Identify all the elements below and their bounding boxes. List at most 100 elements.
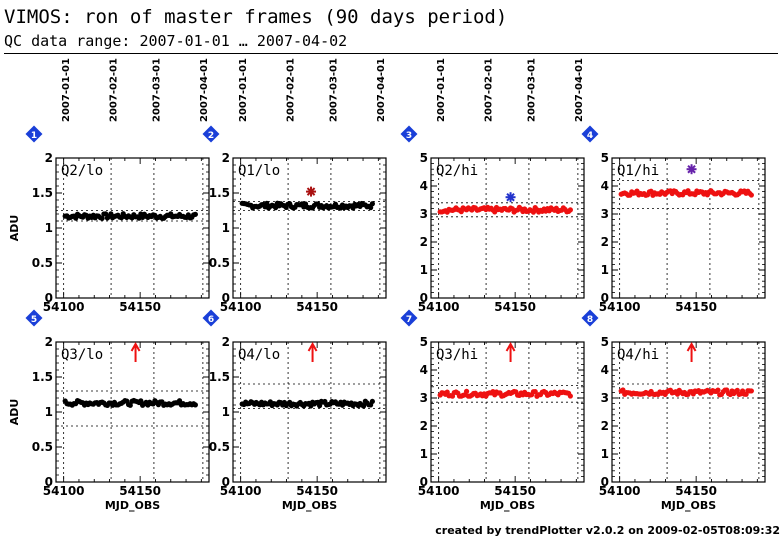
credit-line: created by trendPlotter v2.0.2 on 2009-0…	[435, 524, 780, 537]
plot-frame	[55, 341, 210, 483]
quadrant-label: Q1/lo	[238, 163, 280, 179]
y-tick-label: 5	[601, 151, 609, 165]
panel-3: 0 1 2 3 4 5 54100 54150 2007-01-01 2007-02-01 2007…	[400, 58, 585, 314]
plot-frame	[611, 157, 766, 299]
date-tick-label: 2007-04-01	[199, 58, 210, 122]
y-tick-label: 1	[45, 405, 53, 419]
y-tick-label: 0	[222, 291, 230, 305]
quadrant-label: Q4/hi	[617, 347, 659, 363]
y-tick-label: 0	[601, 475, 609, 489]
data-point	[176, 398, 183, 404]
data-point	[368, 205, 374, 211]
panel-number: 1	[31, 131, 37, 141]
date-tick-label: 2007-01-01	[436, 58, 447, 122]
data-point	[748, 192, 754, 198]
y-tick-label: 2	[420, 419, 428, 433]
panel-number: 7	[406, 315, 412, 325]
y-tick-label: 5	[420, 151, 428, 165]
panel-number: 8	[587, 315, 593, 325]
data-point	[532, 388, 538, 395]
x-tick-label: 54150	[494, 300, 536, 314]
plot-frame	[430, 341, 585, 483]
y-tick-label: 5	[420, 335, 428, 349]
y-tick-label: 2	[420, 235, 428, 249]
y-tick-label: 0	[222, 475, 230, 489]
x-axis-label: MJD_OBS	[661, 499, 716, 512]
panel-number: 6	[208, 315, 214, 325]
y-tick-label: 1	[222, 221, 230, 235]
y-tick-label: 5	[601, 335, 609, 349]
y-axis-label: ADU	[8, 399, 21, 426]
date-tick-label: 2007-03-01	[151, 58, 162, 122]
date-tick-label: 2007-01-01	[238, 58, 249, 122]
x-tick-label: 54150	[296, 300, 338, 314]
y-tick-label: 4	[601, 179, 609, 193]
y-tick-label: 4	[601, 363, 609, 377]
y-tick-label: 0	[45, 475, 53, 489]
date-tick-label: 2007-03-01	[526, 58, 537, 122]
x-tick-label: 54150	[119, 484, 161, 498]
out-of-range-arrowhead	[130, 341, 141, 352]
x-tick-label: 54150	[494, 484, 536, 498]
plot-frame	[232, 157, 387, 299]
x-tick-label: 54100	[220, 484, 262, 498]
date-tick-label: 2007-03-01	[328, 58, 339, 122]
y-tick-label: 4	[420, 179, 428, 193]
y-tick-label: 0.5	[32, 440, 53, 454]
panel-number: 5	[31, 315, 37, 325]
y-tick-label: 3	[601, 391, 609, 405]
x-tick-label: 54150	[675, 484, 717, 498]
data-point	[734, 387, 740, 393]
date-tick-label: 2007-02-01	[484, 58, 495, 122]
plot-frame	[55, 157, 210, 299]
y-tick-label: 3	[601, 207, 609, 221]
x-axis-label: MJD_OBS	[480, 499, 535, 512]
x-tick-label: 54100	[599, 484, 641, 498]
y-tick-label: 1	[45, 221, 53, 235]
y-tick-label: 2	[222, 335, 230, 349]
y-tick-label: 2	[601, 419, 609, 433]
x-tick-label: 54100	[43, 484, 85, 498]
plot-frame	[430, 157, 585, 299]
y-tick-label: 3	[420, 391, 428, 405]
panel-number: 4	[587, 131, 593, 141]
data-point	[127, 402, 133, 408]
panel-badge	[400, 309, 418, 327]
date-tick-label: 2007-02-01	[286, 58, 297, 122]
data-point	[192, 402, 198, 408]
data-point	[463, 388, 470, 394]
y-tick-label: 2	[45, 151, 53, 165]
y-tick-label: 1.5	[209, 186, 230, 200]
y-tick-label: 2	[601, 235, 609, 249]
panel-badge	[581, 125, 599, 143]
data-point	[748, 388, 754, 394]
date-tick-label: 2007-02-01	[109, 58, 120, 122]
x-tick-label: 54150	[119, 300, 161, 314]
plot-frame	[232, 341, 387, 483]
x-tick-label: 54100	[418, 484, 460, 498]
plot-frame	[611, 341, 766, 483]
data-point	[264, 200, 270, 206]
quadrant-label: Q3/lo	[61, 347, 103, 363]
data-point	[369, 201, 375, 207]
y-tick-label: 1.5	[209, 370, 230, 384]
y-tick-label: 1.5	[32, 370, 53, 384]
y-axis-label: ADU	[8, 215, 21, 242]
title-divider	[4, 53, 778, 54]
y-tick-label: 0	[420, 291, 428, 305]
x-tick-label: 54100	[418, 300, 460, 314]
outlier-star	[687, 164, 696, 174]
y-tick-label: 4	[420, 363, 428, 377]
y-tick-label: 3	[420, 207, 428, 221]
date-tick-label: 2007-04-01	[574, 58, 585, 122]
data-point	[567, 393, 573, 399]
date-tick-label: 2007-01-01	[61, 58, 72, 122]
x-tick-label: 54150	[675, 300, 717, 314]
panel-badge	[581, 309, 599, 327]
y-tick-label: 0	[601, 291, 609, 305]
x-axis-label: MJD_OBS	[282, 499, 337, 512]
